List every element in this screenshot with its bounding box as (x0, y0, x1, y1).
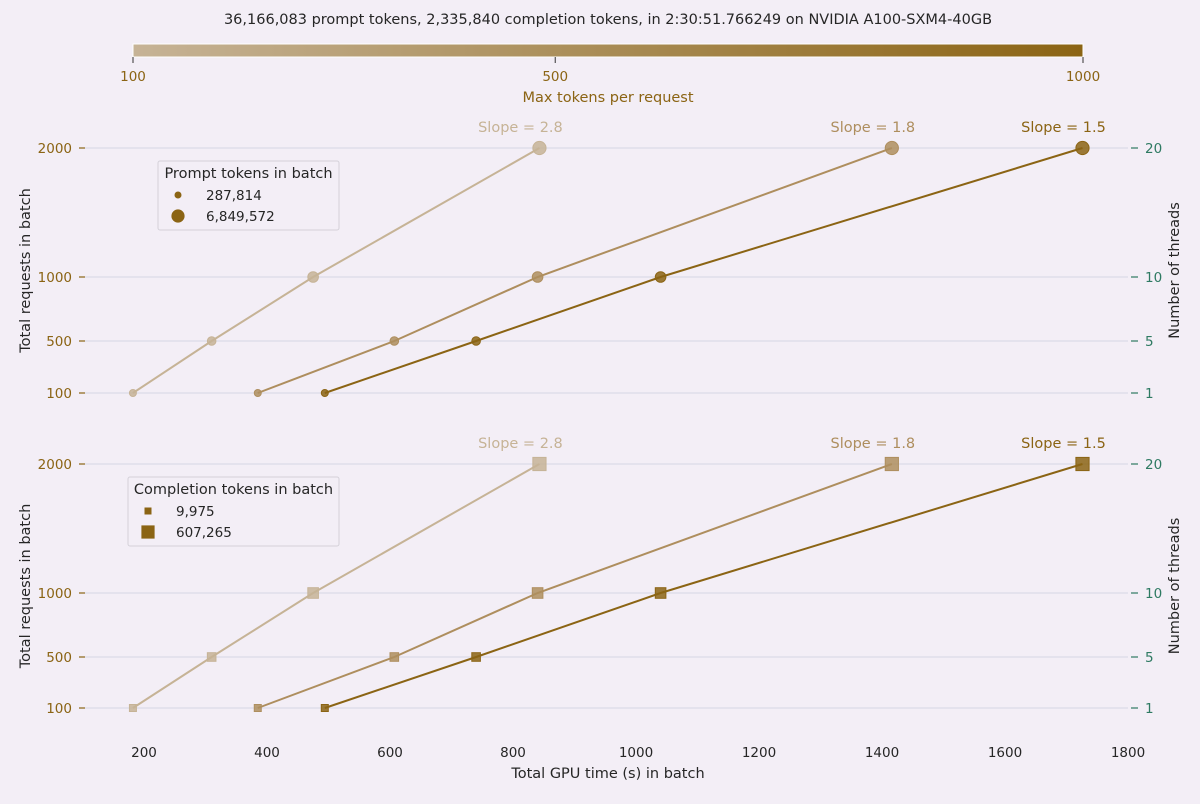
slope-label: Slope = 2.8 (478, 120, 563, 136)
y-tick-label: 1000 (38, 270, 72, 286)
y-tick-label: 100 (46, 701, 72, 717)
legend-marker (144, 507, 152, 515)
legend-entry-label: 9,975 (176, 504, 215, 520)
slope-label: Slope = 1.5 (1021, 120, 1106, 136)
data-point (884, 456, 899, 472)
data-point (1075, 140, 1090, 156)
y2-tick-label: 20 (1145, 141, 1162, 157)
legend-entry-label: 6,849,572 (206, 209, 275, 225)
y2-tick-label: 10 (1145, 586, 1162, 602)
y-tick-label: 2000 (38, 141, 72, 157)
series-line (132, 147, 540, 394)
y-tick-label: 1000 (38, 586, 72, 602)
legend: Prompt tokens in batch 287,814 6,849,572 (157, 160, 340, 231)
y-tick-label: 100 (46, 386, 72, 402)
legend-entry-label: 607,265 (176, 525, 232, 541)
y2-tick-label: 5 (1145, 334, 1154, 350)
slope-label: Slope = 1.8 (831, 436, 916, 452)
data-point (532, 456, 547, 472)
data-point (531, 587, 544, 599)
colorbar-ticks: 100 500 1000 (120, 57, 1100, 85)
data-point (389, 336, 400, 346)
completion-tokens-panel: 100 1 500 5 1000 10 2000 20 Total requests in ba… (18, 436, 1183, 761)
data-point (320, 704, 329, 712)
data-point (389, 652, 400, 662)
slope-label: Slope = 2.8 (478, 436, 563, 452)
colorbar-tick-label: 1000 (1066, 69, 1100, 85)
x-tick-label: 400 (254, 745, 280, 761)
y-axis-label: Total requests in batch (18, 188, 34, 354)
colorbar-gradient (132, 43, 1084, 58)
x-tick-label: 800 (500, 745, 526, 761)
series-line (324, 147, 1083, 394)
x-tick-label: 1600 (988, 745, 1022, 761)
legend-title: Prompt tokens in batch (164, 166, 332, 182)
y2-tick-label: 10 (1145, 270, 1162, 286)
data-point (531, 271, 544, 283)
data-point (128, 389, 137, 397)
y2-tick-label: 5 (1145, 650, 1154, 666)
legend-box (127, 476, 340, 547)
y2-tick-label: 1 (1145, 386, 1154, 402)
y2-axis-label: Number of threads (1167, 202, 1183, 339)
data-point (471, 336, 481, 346)
legend-entry-label: 287,814 (206, 188, 262, 204)
y-axis-label: Total requests in batch (18, 504, 34, 670)
legend-marker (174, 191, 182, 199)
y2-tick-label: 1 (1145, 701, 1154, 717)
y-tick-label: 500 (46, 334, 72, 350)
x-tick-label: 600 (377, 745, 403, 761)
series-line (257, 147, 893, 394)
data-point (320, 389, 329, 397)
x-axis-label: Total GPU time (s) in batch (510, 766, 704, 782)
x-tick-label: 1800 (1111, 745, 1145, 761)
slope-label: Slope = 1.5 (1021, 436, 1106, 452)
prompt-tokens-panel: 100 1 500 5 1000 10 2000 20 Total requests in ba… (18, 120, 1183, 402)
x-tick-label: 200 (131, 745, 157, 761)
y2-tick-label: 20 (1145, 457, 1162, 473)
figure-title: 36,166,083 prompt tokens, 2,335,840 comp… (224, 12, 992, 28)
data-point (253, 704, 262, 712)
data-point (253, 389, 262, 397)
x-tick-label: 1000 (619, 745, 653, 761)
colorbar: 100 500 1000 Max tokens per request (120, 43, 1100, 106)
y2-axis-label: Number of threads (1167, 518, 1183, 655)
legend-marker (171, 209, 185, 223)
data-point (307, 587, 319, 599)
data-point (307, 271, 319, 283)
colorbar-label: Max tokens per request (522, 90, 693, 106)
colorbar-tick-label: 500 (542, 69, 568, 85)
slope-label: Slope = 1.8 (831, 120, 916, 136)
data-point (654, 271, 667, 283)
legend-title: Completion tokens in batch (134, 482, 333, 498)
data-point (1075, 456, 1090, 472)
data-point (654, 587, 667, 599)
colorbar-tick-label: 100 (120, 69, 146, 85)
data-point (206, 652, 217, 662)
data-point (128, 704, 137, 712)
legend-marker (141, 525, 155, 539)
series-line (257, 463, 893, 709)
legend: Completion tokens in batch 9,975 607,265 (127, 476, 340, 547)
series-line (324, 463, 1083, 709)
y-tick-label: 500 (46, 650, 72, 666)
legend-box (157, 160, 340, 231)
data-point (206, 336, 217, 346)
data-point (471, 652, 481, 662)
x-tick-label: 1200 (742, 745, 776, 761)
data-point (532, 140, 547, 156)
series-line (132, 463, 540, 709)
data-point (884, 140, 899, 156)
x-tick-label: 1400 (865, 745, 899, 761)
y-tick-label: 2000 (38, 457, 72, 473)
